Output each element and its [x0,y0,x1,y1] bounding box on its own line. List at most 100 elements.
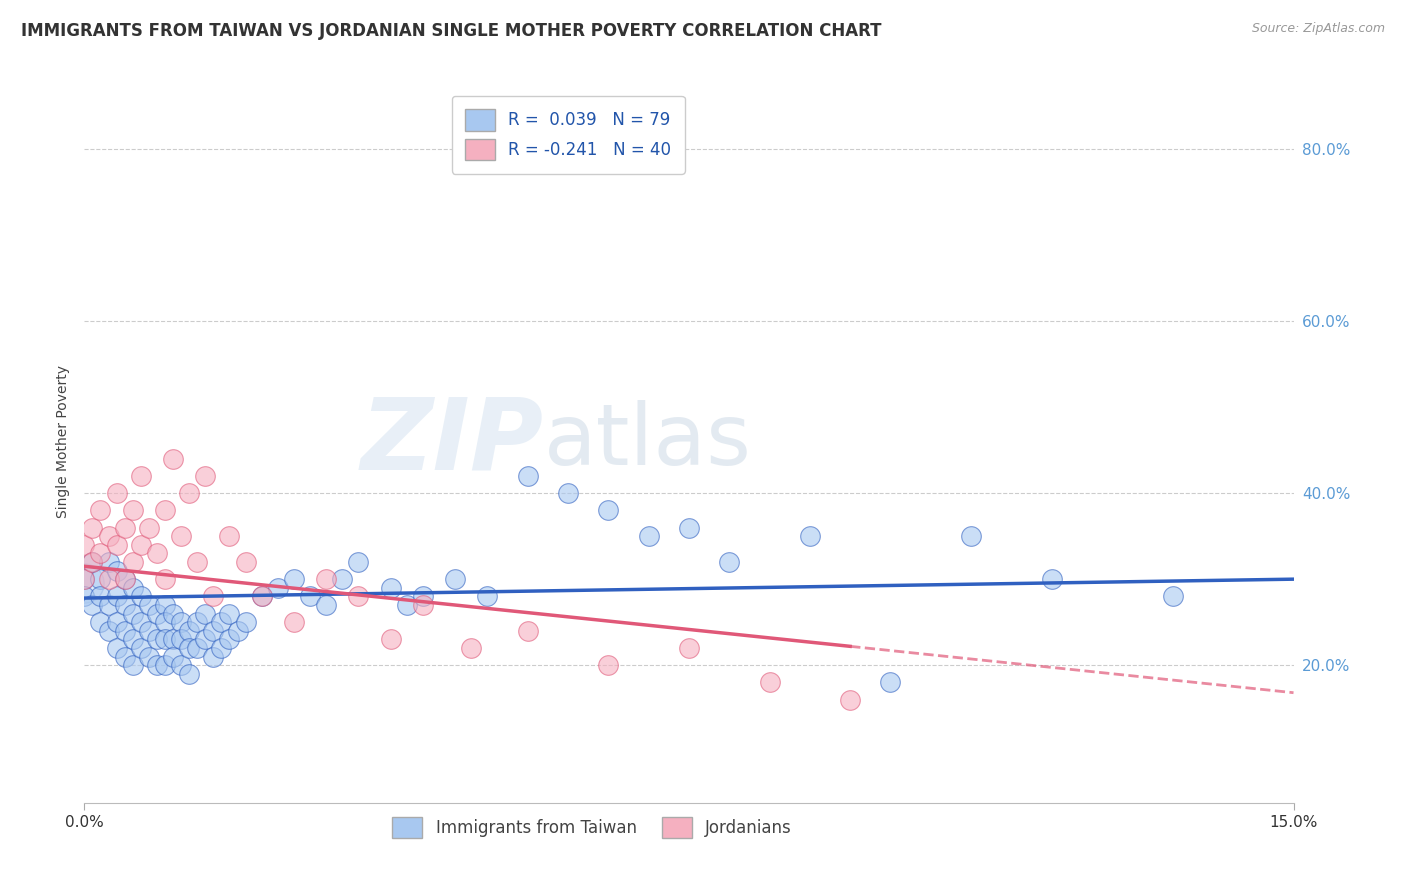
Point [153,503,176,517]
Point [153,632,176,647]
Y-axis label: Single Mother Poverty: Single Mother Poverty [56,365,70,518]
Point [114,598,136,612]
Point [129,538,152,552]
Point [170,658,193,673]
Point [250,590,273,604]
Point [73,538,96,552]
Point [380,581,402,595]
Point [598,658,620,673]
Point [121,503,143,517]
Point [179,486,201,500]
Point [557,486,579,500]
Point [186,615,208,630]
Point [170,632,193,647]
Point [97,598,120,612]
Point [89,572,111,586]
Point [960,529,983,543]
Point [194,469,217,483]
Point [82,555,104,569]
Point [202,624,225,638]
Point [138,598,160,612]
Point [121,607,143,621]
Point [97,555,120,569]
Point [121,658,143,673]
Point [162,649,184,664]
Point [226,624,249,638]
Point [477,590,499,604]
Point [879,675,901,690]
Point [179,624,201,638]
Point [678,640,700,655]
Point [283,615,305,630]
Point [1161,590,1184,604]
Point [347,555,370,569]
Point [460,640,482,655]
Point [218,632,240,647]
Point [114,624,136,638]
Point [89,503,111,517]
Point [114,649,136,664]
Point [315,572,337,586]
Text: atlas: atlas [544,400,752,483]
Point [267,581,290,595]
Point [799,529,821,543]
Point [129,469,152,483]
Point [82,520,104,534]
Point [82,555,104,569]
Point [330,572,353,586]
Point [89,590,111,604]
Point [121,555,143,569]
Point [97,624,120,638]
Point [138,520,160,534]
Point [1040,572,1063,586]
Point [153,615,176,630]
Point [153,572,176,586]
Point [235,555,257,569]
Point [218,607,240,621]
Point [153,598,176,612]
Point [395,598,418,612]
Point [347,590,370,604]
Point [146,607,169,621]
Point [315,598,337,612]
Point [637,529,659,543]
Point [89,615,111,630]
Point [598,503,620,517]
Point [839,692,862,706]
Point [105,615,128,630]
Point [202,649,225,664]
Point [170,529,193,543]
Point [146,632,169,647]
Point [97,572,120,586]
Point [179,640,201,655]
Point [89,546,111,560]
Point [235,615,257,630]
Point [218,529,240,543]
Point [299,590,322,604]
Point [283,572,305,586]
Point [162,607,184,621]
Point [412,590,434,604]
Point [73,576,96,591]
Point [138,649,160,664]
Point [678,520,700,534]
Point [97,529,120,543]
Point [73,590,96,604]
Point [516,469,538,483]
Point [105,640,128,655]
Point [186,555,208,569]
Point [73,572,96,586]
Point [105,590,128,604]
Point [194,632,217,647]
Point [209,615,232,630]
Text: IMMIGRANTS FROM TAIWAN VS JORDANIAN SINGLE MOTHER POVERTY CORRELATION CHART: IMMIGRANTS FROM TAIWAN VS JORDANIAN SING… [21,22,882,40]
Point [444,572,467,586]
Point [194,607,217,621]
Point [718,555,741,569]
Point [121,581,143,595]
Point [412,598,434,612]
Point [105,564,128,578]
Point [138,624,160,638]
Point [82,598,104,612]
Point [146,658,169,673]
